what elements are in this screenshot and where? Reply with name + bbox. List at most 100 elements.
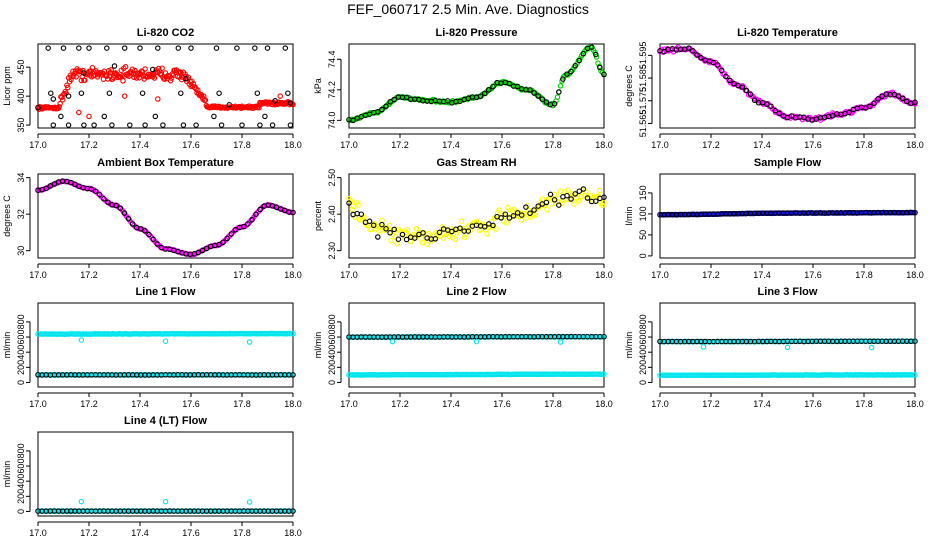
data-point: [252, 45, 258, 51]
data-point: [78, 498, 85, 505]
data-point: [65, 93, 72, 99]
chart-panel-5: Gas Stream RH 2.30 2.40 2.50 percent 17.0 17.2…: [313, 157, 613, 280]
x-tick-label: 17.2: [702, 140, 720, 150]
data-point: [523, 204, 529, 210]
data-point: [554, 94, 561, 100]
data-point: [391, 226, 397, 233]
data-point: [216, 241, 222, 248]
data-point: [572, 191, 578, 197]
data-point: [548, 201, 555, 207]
data-point: [580, 50, 587, 57]
data-point: [557, 188, 564, 195]
y-tick-label: 0: [16, 380, 26, 385]
data-point: [395, 236, 402, 242]
series-1-min: [35, 178, 296, 258]
data-point: [159, 65, 165, 71]
data-point: [547, 191, 554, 198]
series-1-min-high: [35, 330, 296, 337]
x-tick-label: 18.0: [284, 140, 302, 150]
data-point: [188, 45, 194, 51]
x-tick-label: 17.4: [131, 528, 149, 538]
x-tick-label: 17.0: [651, 270, 669, 280]
data-point: [551, 197, 558, 203]
data-point: [121, 45, 128, 51]
data-point: [43, 185, 49, 192]
data-point: [86, 113, 92, 120]
x-tick-label: 17.8: [544, 270, 562, 280]
y-tick-label: 400: [327, 345, 337, 360]
data-point: [446, 233, 453, 240]
data-point: [195, 87, 201, 93]
data-point: [282, 45, 289, 51]
data-point: [246, 499, 253, 505]
data-point: [253, 211, 259, 218]
x-tick-label: 17.0: [651, 399, 669, 409]
data-point: [700, 344, 707, 350]
data-point: [723, 73, 729, 80]
data-point: [578, 193, 585, 200]
data-point: [739, 84, 746, 90]
series-1-min-low: [346, 371, 607, 378]
y-axis-label: kPa: [313, 78, 323, 94]
data-point: [146, 231, 152, 238]
data-point: [155, 96, 161, 102]
data-point: [576, 188, 583, 194]
panel-title: Li-820 Pressure: [436, 27, 518, 39]
data-point: [81, 70, 87, 76]
data-point: [899, 95, 906, 102]
data-point: [129, 221, 136, 227]
panel-title: Ambient Box Temperature: [97, 157, 234, 169]
series-outliers: [78, 498, 253, 505]
data-point: [57, 100, 63, 107]
data-point: [601, 371, 607, 377]
plot-frame: [659, 43, 916, 129]
data-point: [277, 93, 283, 99]
data-point: [218, 122, 225, 128]
data-point: [458, 218, 465, 225]
plot-frame: [348, 43, 605, 129]
y-axis-label: degrees C: [2, 195, 12, 237]
x-tick-label: 17.4: [131, 399, 149, 409]
series-2-5-min-avg: [35, 372, 296, 378]
x-tick-label: 17.2: [80, 140, 98, 150]
y-tick-label: 0: [327, 380, 337, 385]
data-point: [92, 188, 99, 194]
data-point: [80, 67, 86, 74]
series-2-5-min-avg: [346, 333, 607, 340]
data-point: [264, 45, 271, 51]
data-point: [245, 221, 251, 227]
data-point: [593, 198, 599, 204]
data-point: [109, 122, 115, 128]
data-point: [121, 93, 128, 99]
data-point: [86, 45, 92, 51]
data-point: [531, 207, 537, 213]
panel-title: Gas Stream RH: [436, 157, 516, 169]
data-point: [58, 113, 64, 120]
data-point: [404, 226, 411, 233]
data-point: [47, 183, 54, 189]
data-point: [56, 103, 62, 110]
data-point: [375, 234, 381, 240]
data-point: [48, 90, 54, 96]
data-point: [211, 113, 217, 120]
data-point: [565, 72, 571, 78]
data-point: [556, 89, 562, 95]
data-point: [142, 66, 148, 72]
data-point: [518, 212, 525, 218]
data-point: [216, 90, 222, 96]
data-point: [59, 96, 66, 103]
series-2-5-min-avg: [346, 44, 607, 124]
x-tick-label: 17.6: [804, 140, 822, 150]
data-point: [560, 197, 567, 204]
plot-frame: [37, 431, 294, 517]
data-point: [254, 90, 261, 96]
figure-title: FEF_060717 2.5 Min. Ave. Diagnostics: [347, 1, 589, 17]
data-point: [104, 45, 110, 51]
data-point: [560, 76, 566, 82]
data-point: [710, 59, 717, 66]
data-point: [557, 339, 564, 345]
x-tick-label: 17.0: [29, 528, 47, 538]
data-point: [379, 106, 385, 113]
data-point: [202, 97, 209, 103]
